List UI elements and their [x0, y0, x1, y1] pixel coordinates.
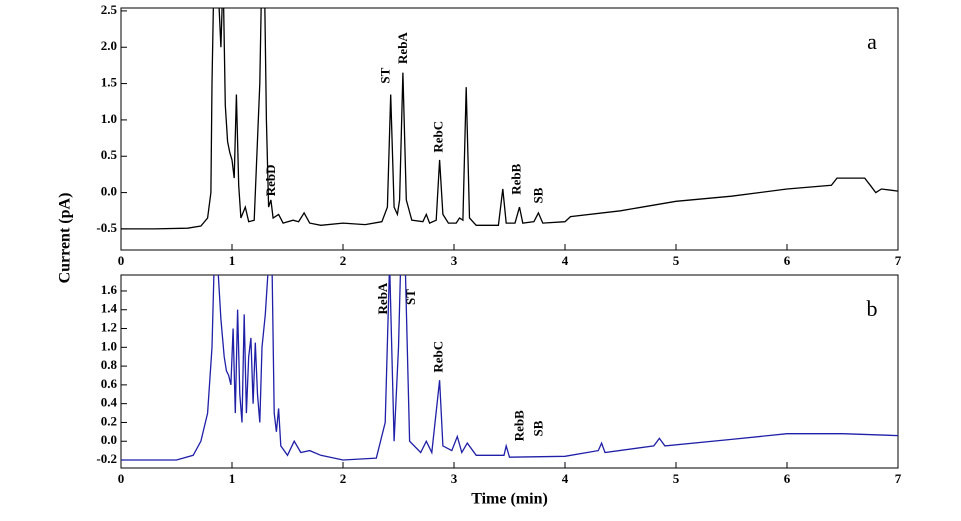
x-tick-label: 0 — [118, 471, 125, 486]
x-tick-label: 5 — [673, 253, 680, 268]
x-tick-label: 4 — [562, 471, 569, 486]
y-tick-label: 0.0 — [101, 432, 117, 447]
x-tick-label: 4 — [562, 253, 569, 268]
peak-label: RebC — [431, 341, 446, 373]
plot-frame — [120, 7, 899, 251]
x-tick-label: 6 — [784, 253, 791, 268]
y-tick-label: 1.6 — [101, 282, 118, 297]
y-tick-label: -0.2 — [96, 451, 117, 466]
y-tick-label: 0.4 — [101, 395, 118, 410]
peak-label: RebD — [263, 164, 278, 196]
peak-label: RebB — [508, 163, 523, 194]
peak-label: ST — [403, 289, 418, 305]
y-tick-label: 2.5 — [101, 2, 118, 17]
peak-label: SB — [530, 187, 545, 203]
peak-label: RebB — [512, 410, 527, 441]
trace — [121, 275, 898, 461]
y-tick-label: -0.5 — [96, 220, 117, 235]
x-tick-label: 5 — [673, 471, 680, 486]
peak-label: RebA — [395, 32, 410, 64]
y-tick-label: 0.5 — [101, 147, 118, 162]
peak-label: ST — [377, 67, 392, 83]
panel-label: a — [867, 29, 877, 54]
y-tick-label: 0.2 — [101, 413, 117, 428]
peak-label: RebC — [431, 121, 446, 153]
x-tick-label: 7 — [895, 253, 902, 268]
y-tick-label: 1.0 — [101, 111, 117, 126]
peak-label: RebA — [375, 282, 390, 314]
y-tick-label: 1.4 — [101, 301, 118, 316]
y-tick-label: 1.2 — [101, 320, 117, 335]
trace — [121, 8, 898, 230]
y-tick-label: 1.0 — [101, 338, 117, 353]
x-tick-label: 1 — [229, 471, 236, 486]
x-tick-label: 1 — [229, 253, 236, 268]
x-axis-label: Time (min) — [471, 491, 548, 508]
y-tick-label: 1.5 — [101, 75, 118, 90]
x-tick-label: 3 — [451, 253, 458, 268]
x-tick-label: 6 — [784, 471, 791, 486]
x-tick-label: 3 — [451, 471, 458, 486]
y-tick-label: 0.0 — [101, 184, 117, 199]
y-tick-label: 0.8 — [101, 357, 118, 372]
y-tick-label: 0.6 — [101, 376, 118, 391]
y-tick-label: 2.0 — [101, 38, 117, 53]
x-tick-label: 2 — [340, 471, 347, 486]
peak-label: SB — [530, 420, 545, 436]
x-tick-label: 7 — [895, 471, 902, 486]
panel-label: b — [867, 296, 878, 321]
y-axis-label: Current (pA) — [57, 193, 74, 284]
plot-frame — [120, 274, 899, 469]
x-tick-label: 2 — [340, 253, 347, 268]
x-tick-label: 0 — [118, 253, 125, 268]
